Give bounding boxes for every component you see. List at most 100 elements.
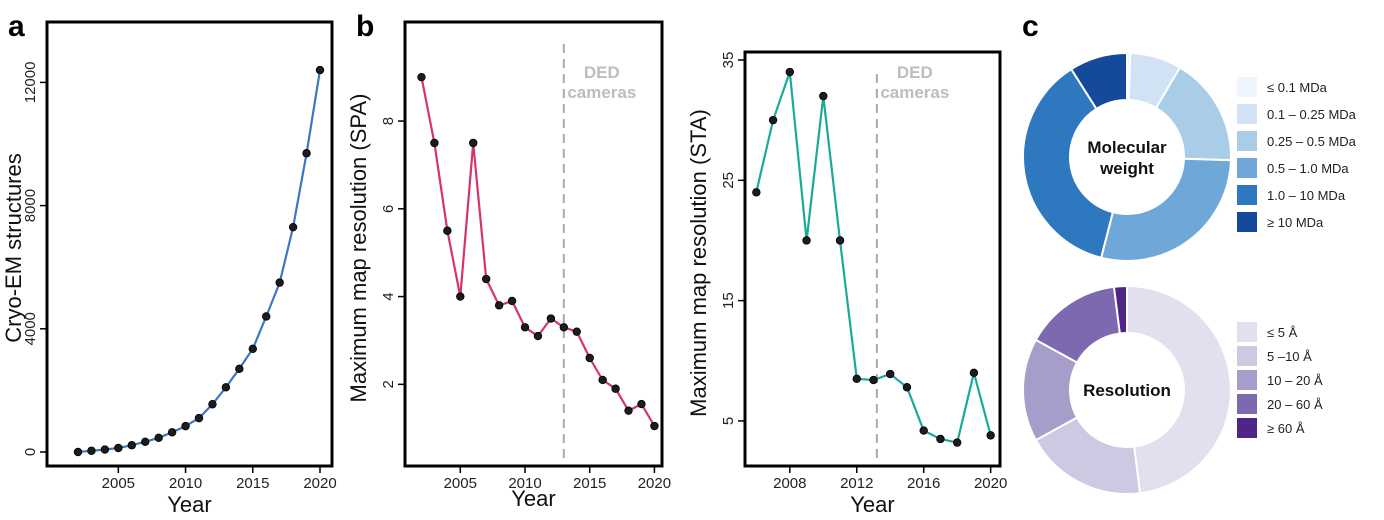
data-point (443, 226, 452, 235)
data-point (507, 296, 517, 306)
data-point (288, 222, 298, 232)
data-point (802, 236, 811, 245)
data-point (785, 67, 795, 77)
x-tick-label: 2016 (907, 475, 940, 492)
x-tick-label: 2008 (773, 475, 806, 492)
y-tick-label: 8000 (22, 189, 39, 222)
data-point (852, 374, 861, 384)
data-point (127, 441, 136, 450)
x-tick-label: 2020 (974, 475, 1007, 492)
y-tick-label: 0 (22, 448, 39, 456)
donut-slice (1022, 67, 1115, 259)
data-point (585, 353, 594, 363)
ded-cameras-label: cameras (880, 83, 949, 102)
data-point (315, 65, 325, 75)
data-point (167, 428, 177, 437)
data-point (73, 447, 83, 457)
data-point (469, 138, 478, 148)
data-point (87, 446, 96, 455)
y-axis-label: Maximum map resolution (SPA) (346, 94, 371, 403)
legend-label: 0.1 – 0.25 MDa (1267, 107, 1357, 122)
legend-swatch (1237, 394, 1257, 414)
data-point (650, 421, 659, 431)
y-tick-label: 6 (380, 205, 397, 213)
chart-b-spa: 2005 2010 2015 2020 2 4 6 8 Year Maximum map reso… (346, 20, 671, 511)
donut-slice (1126, 284, 1232, 495)
x-axis-label: Year (850, 492, 894, 517)
legend-swatch (1237, 322, 1257, 342)
y-tick-label: 12000 (22, 62, 39, 104)
y-tick-label: 4000 (22, 312, 39, 345)
x-tick-label: 2005 (444, 475, 477, 492)
legend-label: ≤ 0.1 MDa (1267, 80, 1328, 95)
ded-cameras-label: cameras (567, 83, 636, 102)
x-tick-label: 2010 (169, 475, 202, 492)
data-point (869, 375, 878, 385)
y-tick-label: 5 (720, 417, 737, 425)
ded-cameras-label: DED (897, 63, 933, 82)
data-point (819, 91, 828, 101)
y-tick-label: 35 (720, 52, 737, 69)
data-point (430, 138, 439, 148)
plot-frame (743, 50, 1002, 468)
data-point (100, 445, 110, 454)
legend-label: 20 – 60 Å (1267, 397, 1323, 412)
plot-frame (403, 20, 664, 468)
ded-cameras-label: DED (584, 63, 620, 82)
data-point (919, 426, 928, 435)
x-tick-label: 2015 (573, 475, 606, 492)
data-point (275, 278, 284, 287)
data-point (194, 413, 204, 423)
data-point (768, 115, 778, 125)
legend-label: 10 – 20 Å (1267, 373, 1323, 388)
x-axis-label: Year (511, 486, 555, 511)
data-point (902, 383, 912, 392)
legend-label: ≤ 5 Å (1267, 325, 1298, 340)
legend-label: ≥ 60 Å (1267, 421, 1305, 436)
data-point (952, 438, 962, 447)
chart-a: 2005 2010 2015 2020 0 4000 8000 12000 Year Cryo-E… (1, 20, 337, 517)
series-line (755, 70, 992, 444)
legend-swatch (1237, 370, 1257, 390)
legend-swatch (1237, 77, 1257, 97)
y-tick-label: 4 (380, 292, 397, 300)
legend-swatch (1237, 212, 1257, 232)
data-point (598, 375, 607, 385)
legend-label: ≥ 10 MDa (1267, 215, 1324, 230)
x-tick-label: 2010 (508, 475, 541, 492)
data-point (520, 323, 530, 332)
panel-label-a: a (8, 10, 25, 43)
donut-slice (1112, 284, 1128, 335)
y-tick-label: 15 (720, 292, 737, 309)
x-tick-label: 2020 (638, 475, 671, 492)
legend-swatch (1237, 131, 1257, 151)
legend-swatch (1237, 418, 1257, 438)
data-point (835, 236, 845, 245)
data-point (494, 301, 504, 310)
legend-label: 5 –10 Å (1267, 349, 1312, 364)
series-line (77, 69, 322, 454)
legend-swatch (1237, 104, 1257, 124)
x-tick-label: 2005 (102, 475, 135, 492)
data-point (533, 331, 543, 341)
data-point (262, 312, 271, 321)
donut-molecular-weight: Molecular weight ≤ 0.1 MDa 0.1 – 0.25 MDa 0.… (1022, 51, 1357, 262)
data-point (481, 274, 491, 284)
data-point (936, 434, 945, 444)
y-tick-label: 2 (380, 380, 397, 388)
y-tick-label: 25 (720, 172, 737, 189)
x-tick-label: 2015 (236, 475, 269, 492)
data-point (154, 433, 163, 443)
donut-resolution: Resolution ≤ 5 Å 5 –10 Å 10 – 20 Å 20 – 60 Å… (1022, 284, 1323, 495)
legend-label: 0.5 – 1.0 MDa (1267, 161, 1349, 176)
plot-frame (45, 20, 334, 468)
panel-label-b: b (356, 10, 374, 43)
x-tick-label: 2020 (303, 475, 336, 492)
donut-center-label: weight (1099, 159, 1154, 178)
x-axis-label: Year (167, 492, 211, 517)
data-point (986, 431, 995, 440)
donut-slice (1069, 51, 1128, 111)
data-point (611, 384, 620, 393)
data-point (248, 344, 257, 354)
donut-center-label: Molecular (1087, 138, 1167, 157)
